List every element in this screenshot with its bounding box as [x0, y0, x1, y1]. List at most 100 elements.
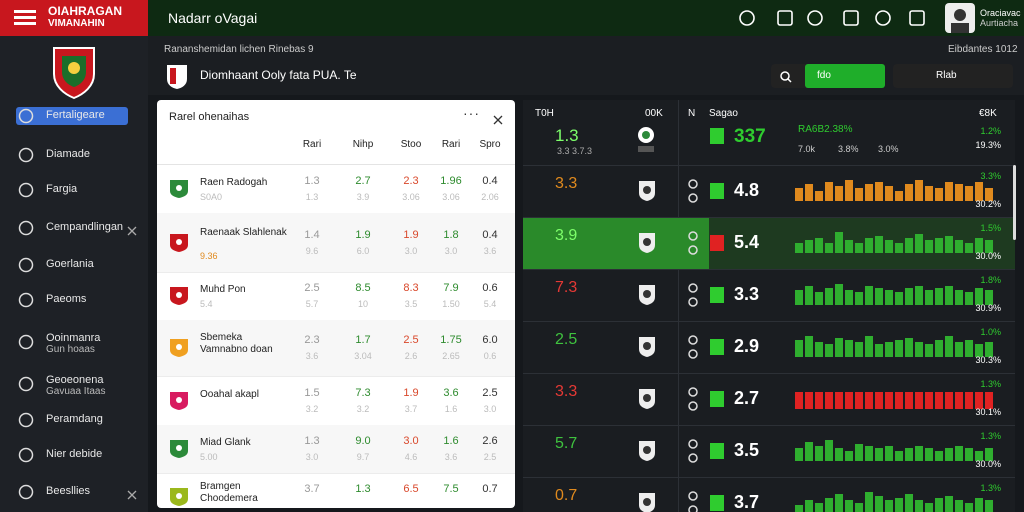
row-rule [523, 477, 1015, 478]
row-marker [710, 443, 724, 459]
summary-marker [710, 128, 724, 144]
stat-sub: 3.5 [404, 299, 418, 309]
nav-icon [18, 147, 34, 163]
stat-sub: 9.7 [356, 452, 370, 462]
team-logo [169, 487, 189, 507]
team-logo [637, 491, 657, 512]
board-divider [678, 100, 679, 512]
spark-bar [915, 500, 923, 512]
spark-bar [805, 184, 813, 201]
stat-value: 0.7 [482, 482, 498, 495]
pct-bottom: 19.3% [975, 140, 1001, 150]
row-marker [710, 235, 724, 251]
card-close [493, 112, 503, 125]
stat-sub: 3.6 [444, 452, 458, 462]
team-logo [169, 391, 189, 411]
spark-bar [935, 450, 943, 461]
breadcrumb: Rananshemidan lichen Rinebas 9 [164, 44, 314, 55]
user-name: Oraciavac [980, 8, 1021, 18]
team-logo [169, 338, 189, 358]
spark-bar [855, 392, 863, 409]
nav-icon [18, 220, 34, 236]
nav-item[interactable]: Fertaligeare [46, 109, 105, 121]
pct-bottom: 30.3% [975, 355, 1001, 365]
team-name[interactable]: Raen Radogah [200, 177, 268, 188]
toolbar-icon [842, 9, 860, 27]
spark-bar [805, 286, 813, 305]
stat-value: 2.6 [482, 435, 498, 447]
row-rule [523, 425, 1015, 426]
spark-bar [945, 236, 953, 253]
row-rule [157, 272, 515, 273]
row-score: 5.7 [555, 435, 578, 452]
nav-item[interactable]: Nier debide [46, 448, 103, 460]
nav-item[interactable]: Diamade [46, 148, 91, 160]
spark-bar [875, 288, 883, 305]
spark-bar [795, 504, 803, 512]
nav-item[interactable]: Geoeonena [46, 374, 104, 386]
pct-bottom: 30.9% [975, 303, 1001, 313]
team-name[interactable]: Sbemeka Vamnabno doan [200, 332, 273, 355]
spark-bar [955, 184, 963, 201]
spark-bar [965, 292, 973, 305]
summary-stat: 7.0k [798, 144, 816, 154]
card-title: Rarel ohenaihas [169, 111, 250, 123]
team-name[interactable]: Raenaak Slahlenak [200, 226, 287, 238]
spark-bar [825, 182, 833, 201]
search-button[interactable]: fdo [805, 64, 885, 88]
spark-bar [845, 290, 853, 305]
nav-item[interactable]: Fargia [46, 183, 78, 195]
team-name[interactable]: Bramgen Choodemera [200, 480, 258, 504]
column-header: Nihp [352, 139, 374, 150]
team-name[interactable]: Miad Glank [200, 437, 251, 448]
spark-bar [865, 492, 873, 512]
nav-icon [18, 447, 34, 463]
spark-bar [965, 448, 973, 461]
pct-bottom: 30.2% [975, 199, 1001, 209]
row-icons [687, 231, 699, 257]
stat-value: 1.8 [443, 228, 459, 241]
nav-item[interactable]: Peramdang [46, 413, 103, 425]
stat-sub: 3.2 [356, 403, 370, 414]
spark-bar [795, 448, 803, 461]
spark-bar [985, 448, 993, 461]
row-bg [157, 425, 515, 473]
stat-sub: 2.6 [404, 351, 418, 361]
spark-bar [985, 500, 993, 512]
nav-icon [18, 182, 34, 198]
nav-item[interactable]: Ooinmanra [46, 332, 101, 344]
nav-item[interactable]: Paeoms [46, 293, 87, 305]
spark-bar [825, 440, 833, 461]
spark-bar [925, 392, 933, 409]
spark-bar [925, 186, 933, 201]
spark-bar [985, 188, 993, 201]
nav-item[interactable]: Goerlania [46, 258, 94, 270]
avatar [945, 3, 975, 33]
sparkline [795, 231, 995, 253]
nav-item[interactable]: Cempandlingan [46, 221, 124, 233]
spark-bar [795, 188, 803, 201]
spark-bar [875, 448, 883, 461]
row-big: 3.7 [734, 492, 760, 512]
summary-score-sub: 3.3 3.7.3 [557, 146, 593, 156]
spark-bar [935, 392, 943, 409]
spark-bar [975, 182, 983, 201]
row-rule [523, 321, 1015, 322]
nav-item[interactable]: Beesllies [46, 485, 91, 497]
scrollbar[interactable] [1013, 165, 1016, 240]
filter-button[interactable]: Rlab [936, 70, 957, 81]
spark-bar [985, 392, 993, 409]
stat-sub: 4.6 [404, 452, 418, 462]
spark-bar [865, 392, 873, 409]
spark-bar [905, 392, 913, 409]
stat-value: 2.7 [355, 175, 371, 187]
brand-name: OIAHRAGAN [48, 4, 122, 18]
team-logo [169, 439, 189, 459]
toolbar-icon [908, 9, 926, 27]
stat-value: 2.5 [304, 282, 320, 294]
team-name[interactable]: Muhd Pon [200, 284, 246, 295]
team-name[interactable]: Ooahal akapl [200, 388, 259, 400]
row-marker [710, 339, 724, 355]
spark-bar [895, 190, 903, 201]
stat-value: 1.96 [440, 175, 462, 187]
